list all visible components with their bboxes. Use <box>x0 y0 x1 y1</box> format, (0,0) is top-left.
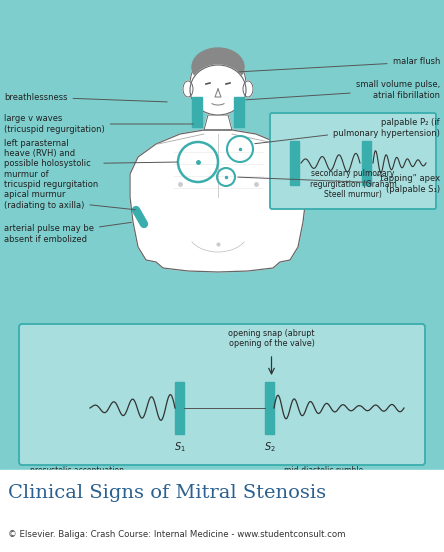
FancyBboxPatch shape <box>19 324 425 465</box>
Text: $S_2$: $S_2$ <box>264 440 275 454</box>
Bar <box>362 141 371 185</box>
Text: left parasternal
heave (RVH) and
possible holosystolic
murmur of
tricuspid regur: left parasternal heave (RVH) and possibl… <box>4 139 177 189</box>
FancyBboxPatch shape <box>270 113 436 209</box>
Text: secondary pulmonary
regurgitation (Graham
Steell murmur): secondary pulmonary regurgitation (Graha… <box>309 169 396 199</box>
Bar <box>290 141 299 185</box>
Text: palpable P₂ (if
pulmonary hypertension): palpable P₂ (if pulmonary hypertension) <box>255 118 440 144</box>
Bar <box>192 97 202 127</box>
Polygon shape <box>204 115 232 130</box>
Ellipse shape <box>190 53 246 115</box>
Text: $S_1$: $S_1$ <box>174 440 186 454</box>
Ellipse shape <box>243 81 253 97</box>
Text: apical murmur
(radiating to axilla): apical murmur (radiating to axilla) <box>4 190 135 210</box>
Polygon shape <box>130 130 306 272</box>
Text: breathlessness: breathlessness <box>4 93 167 102</box>
Ellipse shape <box>183 81 193 97</box>
Ellipse shape <box>190 65 246 115</box>
Text: “tapping” apex
(palpable S₁): “tapping” apex (palpable S₁) <box>238 174 440 194</box>
Bar <box>265 382 274 434</box>
Bar <box>175 382 184 434</box>
Text: arterial pulse may be
absent if embolized: arterial pulse may be absent if embolize… <box>4 222 131 243</box>
Bar <box>234 97 244 127</box>
Text: large v waves
(tricuspid regurgitation): large v waves (tricuspid regurgitation) <box>4 114 193 134</box>
Bar <box>0 0 444 472</box>
Text: Clinical Signs of Mitral Stenosis: Clinical Signs of Mitral Stenosis <box>8 484 326 502</box>
Ellipse shape <box>192 48 244 86</box>
Text: opening snap (abrupt
opening of the valve): opening snap (abrupt opening of the valv… <box>228 328 315 348</box>
Bar <box>0 470 444 552</box>
Text: small volume pulse,
atrial fibrillation: small volume pulse, atrial fibrillation <box>246 80 440 100</box>
Text: presystolic accentuation
(due to atrial contraction
if in sinus rhythm): presystolic accentuation (due to atrial … <box>30 466 127 496</box>
Text: mid-diastolic rumble
(the longer, the tighter the
stenosis): mid-diastolic rumble (the longer, the ti… <box>284 466 387 496</box>
Text: © Elsevier. Baliga: Crash Course: Internal Medicine - www.studentconsult.com: © Elsevier. Baliga: Crash Course: Intern… <box>8 530 345 539</box>
Text: malar flush: malar flush <box>239 57 440 72</box>
